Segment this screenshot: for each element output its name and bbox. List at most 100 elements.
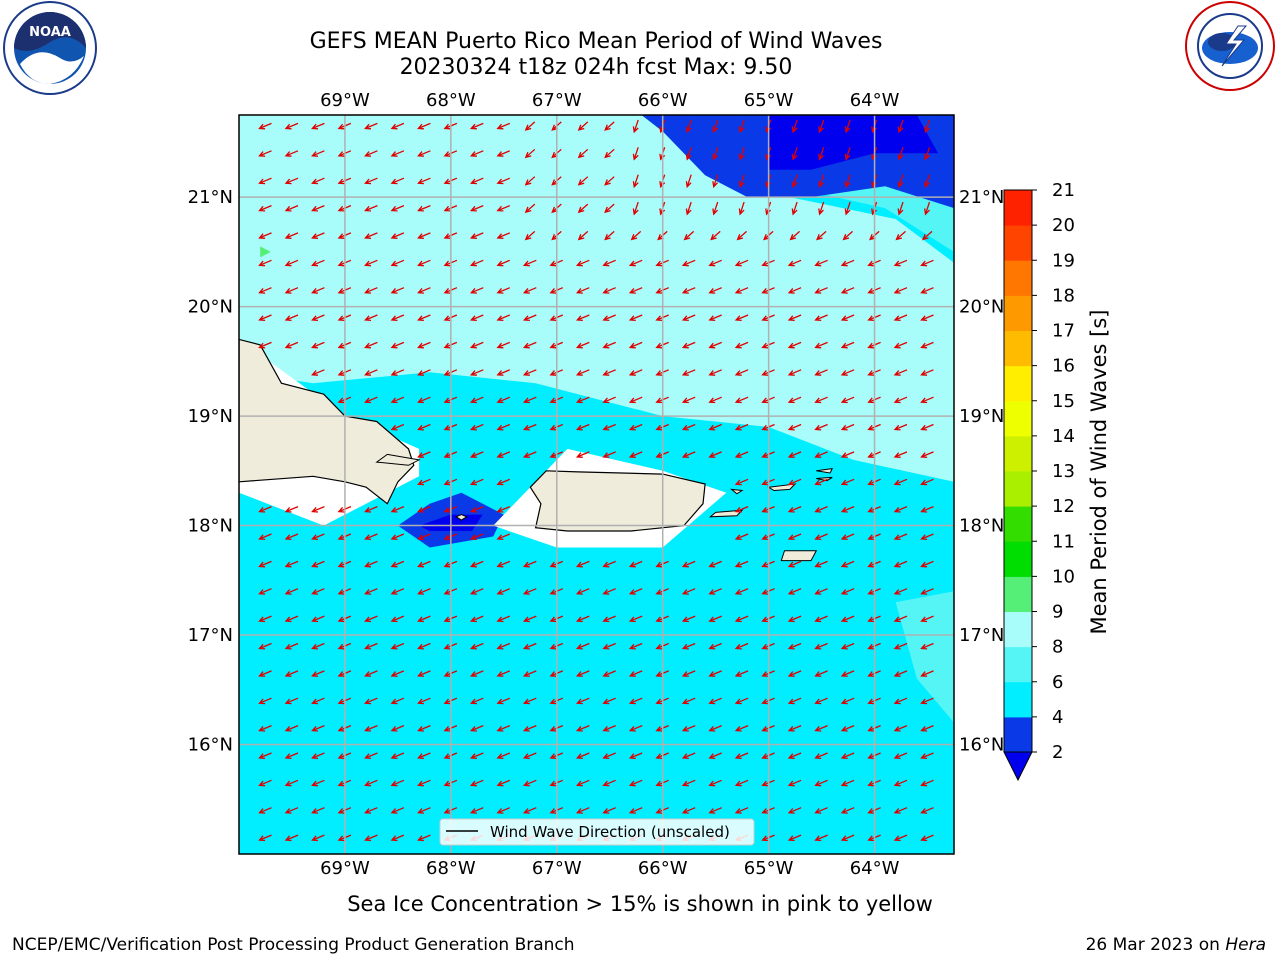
wind-wave-arrow: [258, 588, 272, 595]
wind-wave-arrow: [708, 451, 722, 458]
wind-wave-arrow: [710, 230, 721, 241]
wind-wave-arrow: [469, 506, 484, 513]
wind-wave-arrow: [496, 642, 511, 650]
wind-wave-arrow: [364, 670, 378, 677]
colorbar-segment: [1004, 576, 1032, 612]
wind-wave-arrow: [284, 670, 299, 677]
colorbar-segment: [1004, 716, 1032, 753]
wind-wave-arrow: [924, 174, 931, 189]
lon-tick-label-bottom: 68°W: [426, 858, 476, 879]
wind-wave-arrow: [602, 752, 616, 760]
wind-wave-arrow: [814, 533, 828, 541]
wind-wave-arrow: [712, 201, 719, 216]
lat-tick-label-left: 20°N: [188, 297, 233, 318]
wind-wave-arrow: [390, 287, 405, 294]
wind-wave-arrow: [897, 119, 904, 134]
wind-wave-arrow: [893, 259, 908, 267]
wind-wave-arrow: [814, 451, 828, 458]
wind-wave-arrow: [814, 807, 828, 814]
wind-wave-arrow: [814, 560, 828, 568]
wind-wave-arrow: [522, 642, 537, 650]
wind-wave-arrow: [258, 807, 272, 814]
lat-tick-label-right: 18°N: [959, 516, 1004, 537]
wind-wave-arrow: [364, 506, 378, 513]
wind-wave-arrow: [469, 779, 484, 787]
colorbar-segment: [1004, 471, 1032, 507]
wind-wave-arrow: [311, 314, 325, 322]
wind-wave-arrow: [496, 506, 511, 513]
wind-wave-arrow: [258, 752, 272, 760]
wind-wave-arrow: [897, 147, 904, 161]
colorbar-tick-label: 17: [1052, 321, 1075, 342]
wind-wave-arrow: [284, 725, 299, 732]
wind-wave-arrow: [920, 588, 934, 595]
wind-wave-arrow: [840, 615, 855, 623]
wind-wave-arrow: [390, 642, 405, 650]
wind-wave-arrow: [575, 314, 590, 322]
wind-wave-arrow: [469, 588, 484, 595]
wind-wave-arrow: [734, 259, 749, 267]
wind-wave-arrow: [840, 478, 855, 486]
wind-wave-arrow: [496, 423, 511, 431]
footer-machine: Hera: [1225, 935, 1266, 955]
legend-label: Wind Wave Direction (unscaled): [490, 823, 730, 841]
wind-wave-arrow: [734, 287, 749, 294]
wind-wave-arrow: [920, 259, 934, 267]
wind-wave-arrow: [496, 396, 511, 404]
wind-wave-arrow: [840, 834, 855, 842]
colorbar-tick-label: 13: [1052, 461, 1075, 482]
wind-wave-arrow: [522, 725, 537, 732]
wind-wave-arrow: [920, 560, 934, 568]
wind-wave-arrow: [681, 451, 696, 458]
wind-wave-arrow: [818, 174, 825, 189]
wind-wave-arrow: [681, 615, 696, 623]
wind-wave-arrow: [311, 670, 325, 677]
wind-wave-arrow: [844, 119, 851, 134]
colorbar-tick-label: 11: [1052, 531, 1075, 552]
wind-wave-arrow: [496, 807, 511, 814]
wind-wave-arrow: [390, 314, 405, 322]
wind-wave-arrow: [496, 150, 511, 157]
colorbar-tick-label: 6: [1052, 672, 1063, 693]
wind-wave-arrow: [920, 506, 934, 513]
wind-wave-arrow: [895, 230, 906, 241]
wind-wave-arrow: [893, 506, 908, 513]
wind-wave-arrow: [364, 588, 378, 595]
wind-wave-arrow: [604, 176, 615, 186]
wind-wave-arrow: [417, 396, 431, 404]
lat-tick-label-left: 17°N: [188, 625, 233, 646]
wind-wave-arrow: [496, 259, 511, 267]
wind-wave-arrow: [469, 642, 484, 650]
wind-wave-arrow: [628, 697, 643, 705]
wind-wave-arrow: [469, 423, 484, 431]
wind-wave-arrow: [417, 560, 431, 568]
wind-wave-arrow: [417, 423, 431, 431]
wind-wave-arrow: [791, 147, 798, 161]
wind-wave-arrow: [708, 615, 722, 623]
wind-wave-arrow: [602, 807, 616, 814]
wind-wave-arrow: [814, 506, 828, 513]
wind-wave-arrow: [469, 670, 484, 677]
wind-wave-arrow: [920, 341, 934, 349]
wind-wave-arrow: [284, 314, 299, 322]
wind-wave-arrow: [602, 396, 616, 404]
legend: Wind Wave Direction (unscaled): [439, 818, 755, 846]
wind-wave-arrow: [364, 150, 378, 157]
wind-wave-arrow: [738, 201, 745, 216]
wind-wave-arrow: [814, 478, 828, 486]
field-east-patch: [895, 591, 954, 723]
wind-wave-arrow: [390, 834, 405, 842]
wind-wave-arrow: [628, 615, 643, 623]
wind-wave-arrow: [284, 697, 299, 705]
wind-wave-arrow: [284, 834, 299, 842]
wind-wave-arrow: [893, 642, 908, 650]
wind-wave-arrow: [604, 148, 615, 159]
wind-wave-arrow: [522, 807, 537, 814]
wind-wave-arrow: [893, 615, 908, 623]
wind-wave-arrow: [818, 147, 825, 161]
colorbar-label: Mean Period of Wind Waves [s]: [1087, 310, 1111, 635]
wind-wave-arrow: [893, 478, 908, 486]
wind-wave-arrow: [522, 752, 537, 760]
wind-wave-arrow: [681, 259, 696, 267]
wind-wave-arrow: [816, 230, 827, 241]
